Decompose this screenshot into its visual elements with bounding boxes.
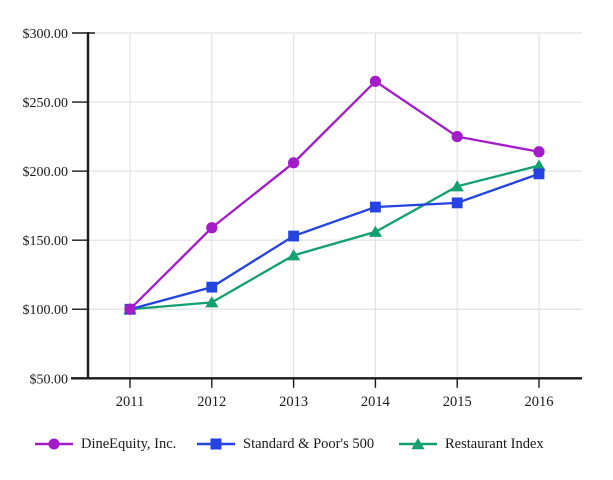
series-line-standard-poor-s-500 (129, 172, 540, 311)
x-tick-label: 2012 (197, 394, 226, 410)
legend-label-dineequity: DineEquity, Inc. (81, 435, 177, 452)
circle-marker-icon (451, 130, 463, 143)
circle-marker-icon (206, 222, 218, 234)
square-marker-icon (210, 438, 222, 450)
y-tick-label: $300.00 (23, 27, 69, 42)
chart-canvas: $50.00 $100.00 $150.00 $200.00 $250.00 $300.0… (23, 27, 582, 410)
legend-swatch-dineequity (35, 438, 73, 450)
y-tick-label: $100.00 (23, 303, 69, 318)
series-standard-poor-s-500 (124, 168, 545, 315)
triangle-marker-icon (287, 249, 301, 261)
x-tick-label: 2011 (116, 394, 144, 410)
legend-item-sp500: Standard & Poor's 500 (197, 433, 374, 455)
legend-swatch-restaurant-index (399, 438, 437, 450)
triangle-marker-icon (411, 438, 425, 450)
triangle-marker-icon (450, 180, 464, 192)
x-tick-label: 2014 (361, 394, 391, 410)
x-tick-label: 2016 (525, 394, 554, 410)
circle-marker-icon (124, 303, 136, 315)
legend-swatch-sp500 (197, 438, 235, 450)
y-tick-label: $250.00 (23, 96, 69, 111)
circle-marker-icon (533, 146, 545, 158)
x-tick-label: 2015 (443, 394, 472, 410)
series-line-restaurant-index (129, 164, 540, 311)
legend-label-restaurant-index: Restaurant Index (445, 435, 544, 452)
legend-item-dineequity: DineEquity, Inc. (35, 433, 176, 455)
legend-label-sp500: Standard & Poor's 500 (243, 435, 375, 452)
triangle-marker-icon (205, 296, 219, 308)
y-tick-label: $200.00 (23, 165, 69, 180)
square-marker-icon (451, 197, 463, 209)
circle-marker-icon (288, 157, 300, 169)
circle-marker-icon (369, 75, 381, 87)
square-marker-icon (533, 168, 545, 180)
legend-item-restaurant-index: Restaurant Index (399, 433, 544, 455)
y-tick-label: $150.00 (23, 234, 69, 249)
series-dineequity-inc (124, 75, 545, 315)
series-line-dineequity-inc (129, 79, 540, 311)
chart-legend: DineEquity, Inc. Standard & Poor's 500 R… (0, 433, 613, 455)
triangle-marker-icon (368, 225, 382, 237)
x-tick-label: 2013 (279, 394, 308, 410)
y-tick-label: $50.00 (30, 372, 69, 387)
circle-marker-icon (48, 438, 60, 450)
triangle-marker-icon (532, 159, 546, 171)
square-marker-icon (370, 201, 381, 213)
square-marker-icon (206, 281, 218, 293)
series-restaurant-index (123, 159, 546, 315)
square-marker-icon (288, 230, 299, 242)
